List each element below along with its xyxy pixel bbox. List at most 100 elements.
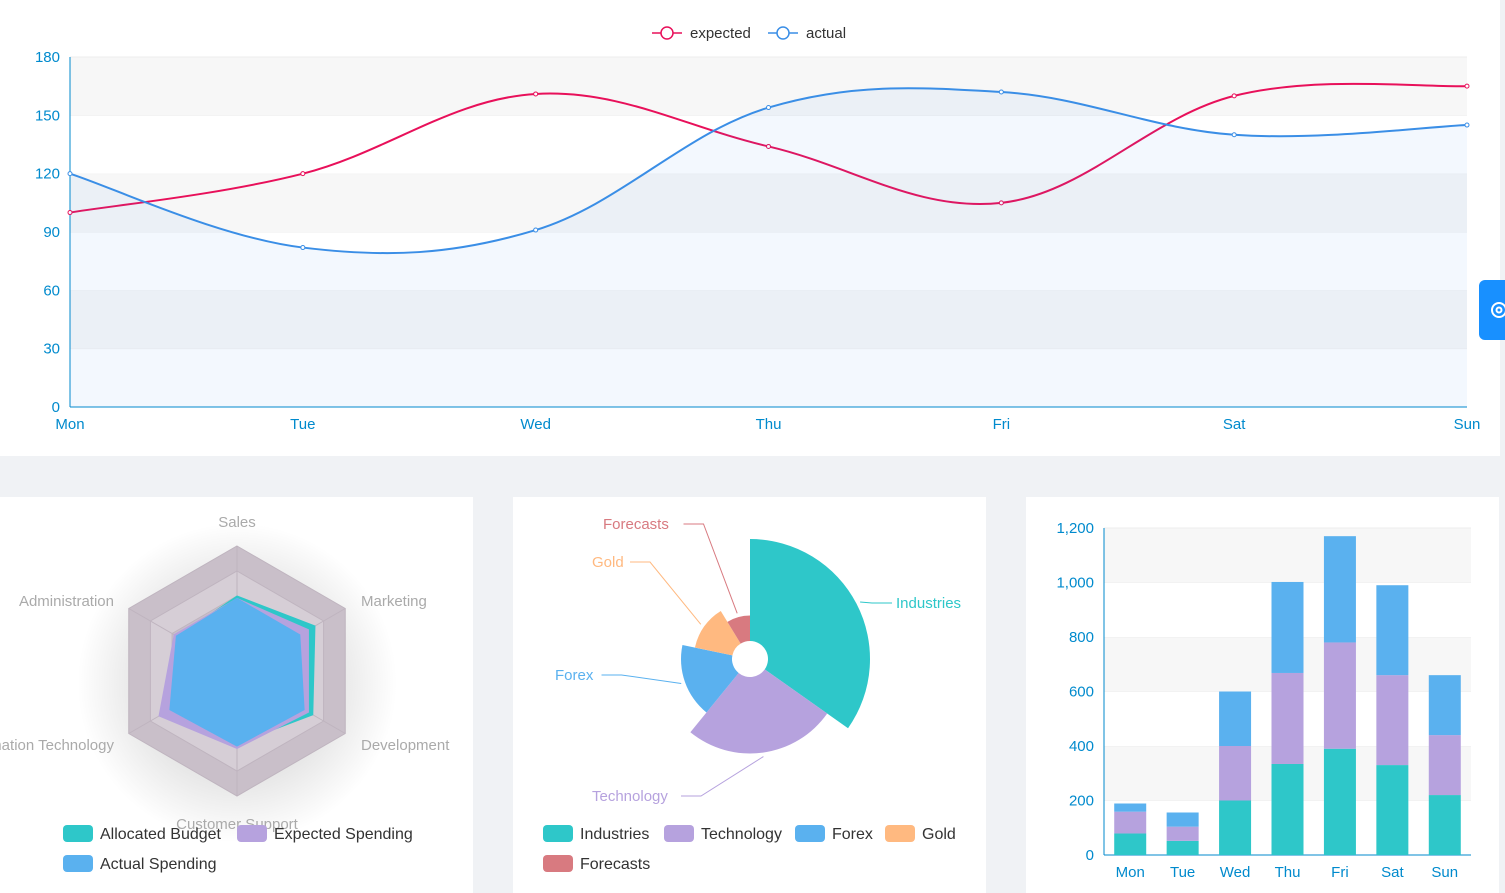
bar-segment (1114, 811, 1147, 834)
legend-label: Allocated Budget (100, 826, 222, 843)
radar-chart-panel: Sales Marketing Development Customer Suppor… (0, 497, 473, 893)
bar-segment (1166, 812, 1199, 827)
pie-label-line (683, 523, 738, 614)
stacked-bar-chart: 0 200 400 600 800 1,000 1,200 Mon Tue Wed Thu Fri Sa… (1056, 520, 1471, 881)
grid-band (70, 290, 1467, 349)
pie-slice-Forex (681, 644, 739, 713)
data-point-expected (1464, 83, 1470, 89)
pie-slice-Technology (690, 669, 828, 754)
bar-segment (1271, 672, 1304, 764)
grid-band (70, 232, 1467, 291)
series-area-actual (70, 88, 1467, 407)
pie-slice-Industries (750, 539, 870, 729)
y-tick-label: 400 (1069, 738, 1094, 755)
bar-segment (1428, 675, 1461, 736)
data-point-expected (766, 143, 771, 149)
bar-segment (1323, 748, 1356, 855)
x-tick-label: Sun (1454, 416, 1481, 433)
legend-swatch-Allocated Budget (63, 825, 93, 842)
bar-segment (1219, 746, 1252, 801)
bar-segment (1114, 803, 1147, 812)
legend-swatch-Expected Spending (237, 825, 267, 842)
data-point-expected (998, 200, 1004, 206)
legend-label: Gold (922, 826, 956, 843)
legend-label-expected: expected (690, 25, 751, 42)
y-tick-label: 180 (35, 49, 60, 66)
legend-label: Forecasts (580, 856, 650, 873)
grid-band (70, 173, 1467, 232)
legend-label: Forex (832, 826, 873, 843)
radar-indicator-label: Customer Support (176, 816, 299, 833)
x-tick-label: Sun (1431, 864, 1458, 881)
legend-swatch-Industries (543, 825, 573, 842)
x-tick-label: Tue (290, 416, 315, 433)
legend-label-actual: actual (806, 25, 846, 42)
bar-segment (1219, 691, 1252, 746)
legend-symbol-marker (776, 26, 790, 40)
y-tick-label: 120 (35, 166, 60, 183)
bar-segment (1114, 833, 1147, 855)
bar-segment (1271, 763, 1304, 855)
legend-label: Technology (701, 826, 782, 843)
x-tick-label: Mon (1116, 864, 1145, 881)
pie-slice-Forecasts (727, 615, 750, 644)
bar-segment (1428, 795, 1461, 855)
radar-series-Actual Spending (169, 597, 305, 747)
data-point-expected (1231, 93, 1237, 99)
y-tick-label: 1,200 (1056, 520, 1094, 537)
y-tick-label: 90 (43, 224, 60, 241)
x-tick-label: Thu (1275, 864, 1301, 881)
data-point-expected (533, 91, 539, 97)
pie-label-line (601, 674, 682, 684)
radar-indicator-label: Information Technology (0, 737, 114, 754)
pie-label-Forecasts: Forecasts (603, 516, 669, 533)
data-point-expected (67, 210, 73, 216)
bar-segment (1376, 765, 1409, 855)
y-tick-label: 1,000 (1056, 575, 1094, 592)
legend-label: Expected Spending (274, 826, 413, 843)
pie-slice-Gold (694, 610, 741, 656)
y-tick-label: 0 (1086, 847, 1094, 864)
radar-indicator-label: Administration (19, 593, 114, 610)
settings-button[interactable] (1479, 280, 1505, 340)
bar-segment (1428, 735, 1461, 796)
legend-swatch-Gold (885, 825, 915, 842)
y-tick-label: 150 (35, 107, 60, 124)
legend-swatch-Actual Spending (63, 855, 93, 872)
pie-label-line (860, 601, 892, 604)
bar-segment (1166, 826, 1199, 841)
data-point-actual (998, 89, 1004, 95)
line-chart: 0 30 60 90 120 150 180 Mon Tue Wed Thu Fri Sat Sun exp… (35, 25, 1481, 433)
x-tick-label: Fri (993, 416, 1011, 433)
radar-indicator-label: Sales (218, 514, 256, 531)
x-tick-label: Wed (1220, 864, 1251, 881)
y-tick-label: 600 (1069, 684, 1094, 701)
radar-indicator-label: Development (361, 737, 450, 754)
data-point-actual (533, 227, 539, 233)
rose-pie-chart-panel: Industries Technology Forex Gold Forecasts In… (513, 497, 986, 893)
line-chart-panel: 0 30 60 90 120 150 180 Mon Tue Wed Thu Fri Sat Sun exp… (0, 0, 1500, 456)
pie-label-Technology: Technology (592, 788, 668, 805)
bar-segment (1323, 536, 1356, 643)
y-tick-label: 200 (1069, 793, 1094, 810)
data-point-actual (1464, 122, 1470, 128)
stacked-bar-chart-panel: 0 200 400 600 800 1,000 1,200 Mon Tue Wed Thu Fri Sa… (1026, 497, 1499, 893)
pie-label-line (630, 561, 702, 625)
legend-swatch-Technology (664, 825, 694, 842)
x-tick-label: Mon (55, 416, 84, 433)
x-tick-label: Fri (1331, 864, 1349, 881)
bar-segment (1271, 581, 1304, 673)
radar-chart: Sales Marketing Development Customer Suppor… (0, 514, 450, 873)
pie-label-Gold: Gold (592, 554, 624, 571)
pie-label-Industries: Industries (896, 595, 961, 612)
data-point-actual (1231, 132, 1237, 138)
data-point-actual (766, 105, 771, 111)
legend-swatch-Forecasts (543, 855, 573, 872)
bar-segment (1219, 800, 1252, 855)
x-tick-label: Tue (1170, 864, 1195, 881)
y-tick-label: 0 (52, 399, 60, 416)
data-point-actual (300, 245, 306, 251)
bar-segment (1376, 675, 1409, 766)
y-tick-label: 800 (1069, 629, 1094, 646)
grid-band (70, 348, 1467, 407)
